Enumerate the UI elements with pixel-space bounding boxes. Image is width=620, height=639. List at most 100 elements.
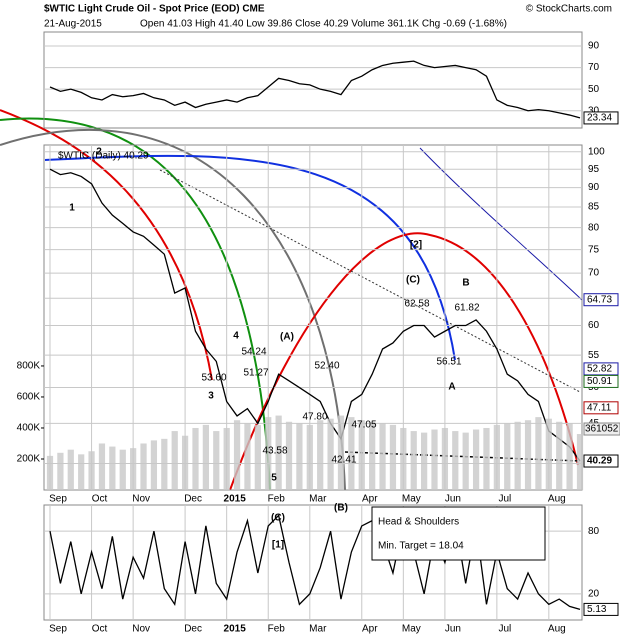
legend-entry: $WTIC (Daily) 40.29 bbox=[58, 151, 149, 162]
volume-bar bbox=[306, 424, 313, 490]
annotation: 4 bbox=[233, 331, 239, 342]
volume-bar bbox=[171, 431, 178, 490]
annotation: 51.27 bbox=[243, 368, 268, 379]
volume-bar bbox=[181, 435, 189, 490]
x-tick-label: Nov bbox=[132, 494, 150, 505]
price-tag bbox=[583, 401, 619, 415]
volume-bar bbox=[441, 427, 449, 490]
x-tick-label: Aug bbox=[548, 494, 566, 505]
volume-bar bbox=[452, 431, 459, 490]
price-tag-label: 52.82 bbox=[587, 364, 612, 375]
x-tick-label: Oct bbox=[92, 624, 108, 635]
price-tag bbox=[583, 454, 619, 468]
annotation: 47.05 bbox=[351, 420, 376, 431]
volume-bar bbox=[431, 429, 438, 490]
volume-bar bbox=[317, 420, 324, 490]
volume-bar bbox=[296, 423, 303, 490]
source: © StockCharts.com bbox=[526, 4, 612, 15]
y-tick-label: 70 bbox=[588, 268, 600, 279]
annotation: 52.40 bbox=[314, 361, 339, 372]
panel-frame bbox=[43, 144, 583, 491]
annotation: (C) bbox=[406, 275, 420, 286]
x-tick-label: Dec bbox=[184, 494, 202, 505]
volume-bar bbox=[369, 421, 376, 490]
last-value-tag bbox=[583, 602, 619, 616]
y-tick-label: 80 bbox=[588, 526, 600, 537]
volume-bar bbox=[57, 452, 64, 490]
x-tick-label: Sep bbox=[49, 494, 67, 505]
y-tick-label: 90 bbox=[588, 182, 600, 193]
volume-bar bbox=[46, 455, 54, 490]
y-tick-label: 70 bbox=[588, 62, 600, 73]
volume-bar bbox=[98, 443, 106, 490]
annotation: B bbox=[462, 278, 469, 289]
y-tick-label: 60 bbox=[588, 320, 600, 331]
x-tick-label: Oct bbox=[92, 494, 108, 505]
volume-bar bbox=[223, 427, 230, 490]
y-tick-label: 75 bbox=[588, 244, 600, 255]
volume-bar bbox=[410, 431, 417, 490]
x-tick-label: Feb bbox=[268, 494, 286, 505]
x-tick-label: Jul bbox=[498, 494, 511, 505]
volume-bar bbox=[192, 427, 199, 490]
last-value-tag bbox=[583, 111, 619, 125]
textbox-line: Min. Target = 18.04 bbox=[378, 541, 464, 552]
volume-bar bbox=[233, 420, 241, 490]
annotation: 2 bbox=[96, 147, 102, 158]
volume-bar bbox=[379, 423, 386, 490]
volume-bar bbox=[244, 423, 251, 490]
volume-bar bbox=[78, 454, 85, 490]
annotation: (C) bbox=[271, 513, 285, 524]
volume-bar bbox=[285, 421, 293, 490]
y-tick-label: 100 bbox=[588, 146, 605, 157]
y-tick-label: 95 bbox=[588, 164, 600, 175]
annotation: [2] bbox=[410, 240, 422, 251]
y-tick-label: 85 bbox=[588, 202, 600, 213]
volume-bar bbox=[535, 417, 542, 490]
annotation: 54.24 bbox=[241, 347, 266, 358]
volume-bar bbox=[566, 423, 573, 490]
chart-subtitle: 21-Aug-2015 bbox=[44, 19, 102, 30]
volume-bar bbox=[254, 424, 261, 490]
annotation: 5 bbox=[271, 473, 277, 484]
last-value-label: 5.13 bbox=[587, 604, 607, 615]
annotation: 62.58 bbox=[404, 299, 429, 310]
volume-bar bbox=[400, 427, 407, 490]
annotation: 53.60 bbox=[201, 373, 226, 384]
stats: Open 41.03 High 41.40 Low 39.86 Close 40… bbox=[140, 19, 507, 30]
x-tick-label: Aug bbox=[548, 624, 566, 635]
volume-bar bbox=[524, 420, 532, 490]
textbox-line: Head & Shoulders bbox=[378, 517, 459, 528]
x-tick-label: Sep bbox=[49, 624, 67, 635]
volume-bar bbox=[556, 421, 563, 490]
annotation: 61.82 bbox=[454, 303, 479, 314]
x-tick-label: Apr bbox=[362, 624, 378, 635]
y-tick-label: 50 bbox=[588, 84, 600, 95]
volume-bar bbox=[88, 451, 95, 490]
volume-bar bbox=[213, 431, 220, 490]
volume-bar bbox=[275, 415, 282, 490]
volume-bar bbox=[265, 417, 272, 490]
price-tag-label: 50.91 bbox=[587, 376, 612, 387]
volume-bar bbox=[130, 448, 137, 490]
price-tag bbox=[583, 362, 619, 376]
y-tick-label: 55 bbox=[588, 350, 600, 361]
volume-bar bbox=[472, 429, 480, 490]
volume-bar bbox=[576, 434, 584, 490]
y2-tick-label: 600K bbox=[17, 392, 41, 403]
textbox bbox=[371, 506, 546, 561]
x-tick-label: Jul bbox=[498, 624, 511, 635]
x-tick-label: May bbox=[402, 494, 421, 505]
y-tick-label: 80 bbox=[588, 222, 600, 233]
annotation: (B) bbox=[334, 503, 348, 514]
y2-tick-label: 200K bbox=[17, 454, 41, 465]
volume-bar bbox=[140, 443, 147, 490]
volume-bar bbox=[161, 438, 168, 490]
y-tick-label: 20 bbox=[588, 589, 600, 600]
annotation: [1] bbox=[272, 540, 284, 551]
x-tick-label: Apr bbox=[362, 494, 378, 505]
volume-bar bbox=[150, 440, 158, 490]
chart-title: $WTIC Light Crude Oil - Spot Price (EOD)… bbox=[44, 4, 265, 15]
annotation: (A) bbox=[280, 332, 294, 343]
